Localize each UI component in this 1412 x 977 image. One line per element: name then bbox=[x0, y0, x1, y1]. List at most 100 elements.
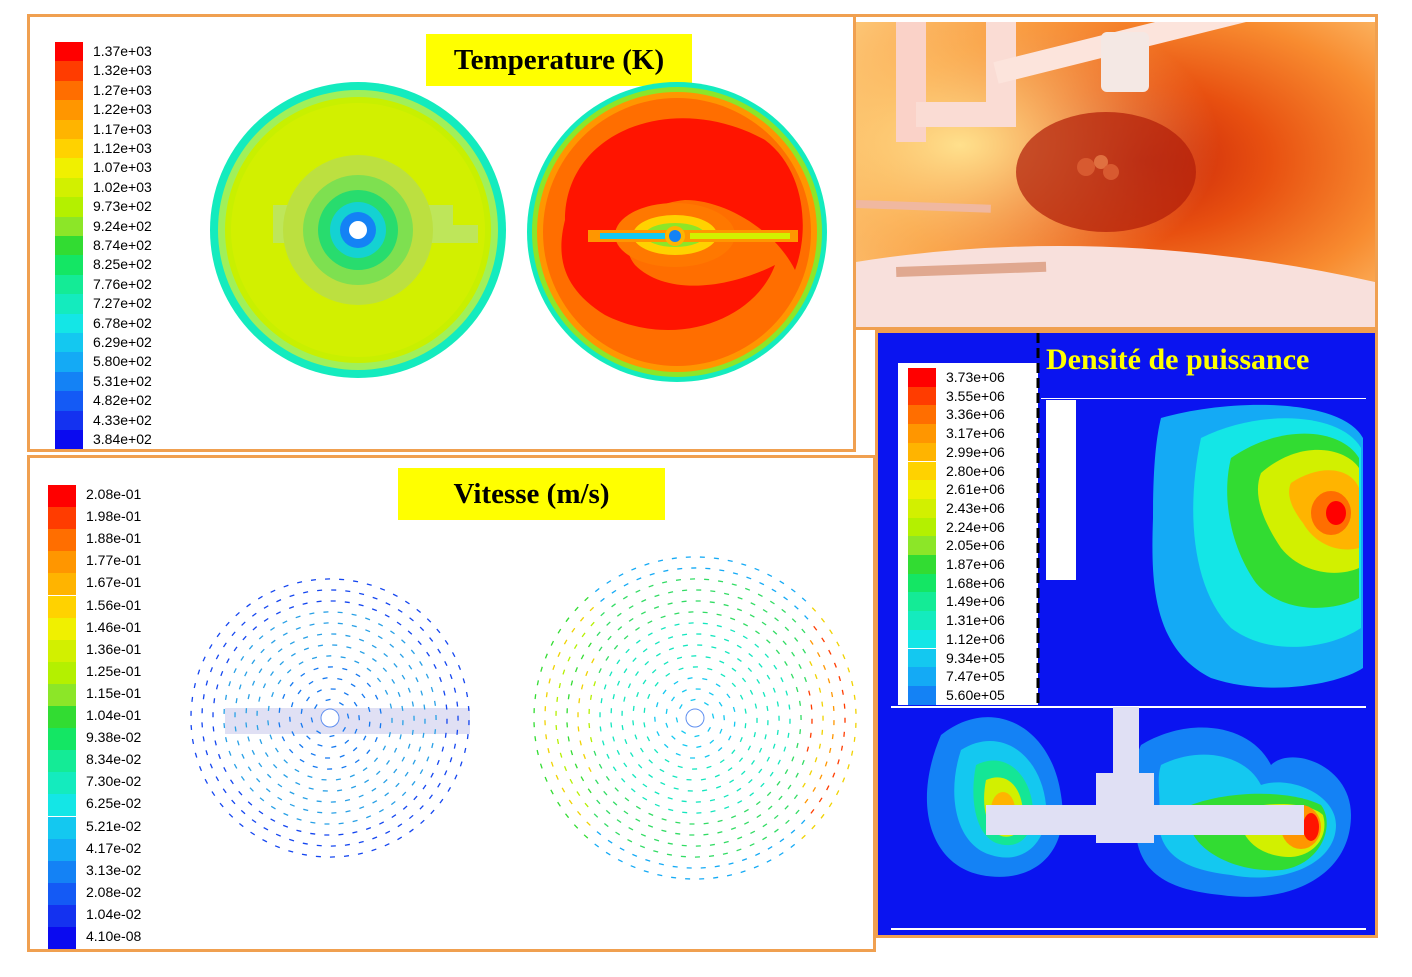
velocity-vector bbox=[366, 682, 372, 688]
velocity-vector bbox=[776, 701, 779, 707]
temperature-panel: 1.37e+03 1.32e+03 1.27e+03 1.22e+03 1.17e+03… bbox=[27, 14, 856, 452]
velocity-vector bbox=[223, 767, 227, 773]
velocity-vector bbox=[709, 601, 715, 604]
velocity-vector bbox=[216, 632, 221, 638]
velocity-vector bbox=[258, 762, 263, 768]
velocity-vector bbox=[247, 736, 250, 742]
velocity-vector bbox=[247, 694, 250, 700]
velocity-vector bbox=[357, 852, 363, 855]
velocity-vector bbox=[599, 726, 602, 732]
legend-label: 8.34e-02 bbox=[86, 751, 142, 768]
legend-label: 1.37e+03 bbox=[93, 43, 152, 59]
velocity-vector bbox=[419, 805, 424, 810]
velocity-vector bbox=[366, 667, 372, 672]
legend-swatch bbox=[908, 498, 936, 518]
velocity-vector bbox=[451, 652, 456, 658]
velocity-vector bbox=[784, 626, 790, 632]
velocity-vector bbox=[635, 818, 641, 822]
velocity-vector bbox=[569, 778, 574, 784]
velocity-vector bbox=[647, 693, 651, 699]
velocity-vector bbox=[767, 805, 773, 810]
velocity-vector bbox=[359, 650, 365, 655]
velocity-vector bbox=[656, 731, 660, 737]
velocity-vector bbox=[782, 640, 787, 646]
velocity-vector bbox=[737, 836, 743, 840]
velocity-vector bbox=[251, 749, 256, 755]
velocity-vector bbox=[423, 704, 426, 710]
legend-label: 1.67e-01 bbox=[86, 574, 142, 591]
velocity-vector bbox=[853, 736, 856, 742]
velocity-vector bbox=[785, 690, 789, 696]
velocity-vector bbox=[329, 734, 335, 738]
velocity-vector bbox=[371, 787, 377, 792]
velocity-vector bbox=[643, 870, 649, 873]
velocity-vector bbox=[833, 662, 837, 668]
velocity-vector bbox=[545, 734, 548, 740]
velocity-vector bbox=[282, 632, 288, 636]
velocity-vector bbox=[614, 787, 619, 792]
velocity-vector bbox=[352, 831, 358, 834]
velocity-vector bbox=[419, 769, 424, 775]
legend-swatch bbox=[908, 667, 936, 686]
velocity-vector bbox=[382, 745, 387, 751]
velocity-vector bbox=[635, 626, 640, 631]
velocity-vector bbox=[714, 774, 720, 778]
velocity-vector bbox=[272, 763, 278, 769]
velocity-vector bbox=[830, 691, 834, 698]
velocity-vector bbox=[571, 627, 576, 633]
velocity-vector bbox=[736, 644, 742, 649]
velocity-vector bbox=[222, 788, 227, 794]
legend-swatch bbox=[908, 461, 936, 481]
velocity-vector bbox=[749, 792, 755, 797]
velocity-vectors-right bbox=[533, 556, 857, 880]
legend-entry: 8.25e+02 bbox=[55, 255, 255, 275]
legend-label: 7.27e+02 bbox=[93, 295, 152, 312]
velocity-vector bbox=[772, 687, 776, 693]
velocity-vector bbox=[316, 689, 322, 693]
velocity-vector bbox=[821, 701, 824, 707]
velocity-vector bbox=[274, 747, 279, 753]
legend-label: 1.04e-01 bbox=[86, 707, 142, 723]
velocity-vector bbox=[365, 827, 372, 830]
legend-swatch bbox=[55, 216, 83, 236]
legend-label: 4.82e+02 bbox=[93, 392, 152, 409]
velocity-vector bbox=[317, 589, 323, 592]
velocity-vector bbox=[660, 615, 666, 619]
velocity-vector bbox=[736, 848, 742, 852]
velocity-vector bbox=[337, 678, 343, 681]
velocity-vector bbox=[194, 752, 198, 758]
velocity-vector bbox=[719, 728, 723, 734]
velocity-vector bbox=[769, 771, 774, 777]
velocity-vector bbox=[219, 802, 224, 808]
velocity-vector bbox=[809, 770, 813, 776]
velocity-vector bbox=[354, 759, 360, 764]
velocity-vector bbox=[593, 750, 597, 756]
velocity-vector bbox=[350, 785, 357, 789]
velocity-vector bbox=[247, 801, 253, 806]
velocity-vector bbox=[730, 827, 737, 830]
legend-label: 5.31e+02 bbox=[93, 372, 152, 389]
velocity-vector bbox=[606, 580, 612, 584]
velocity-vector bbox=[310, 832, 316, 835]
velocity-vector bbox=[795, 686, 799, 693]
velocity-vector bbox=[627, 683, 632, 689]
velocity-vector bbox=[258, 635, 264, 640]
velocity-vector bbox=[651, 669, 657, 674]
velocity-vector bbox=[799, 729, 802, 735]
velocity-vector bbox=[309, 623, 315, 626]
velocity-vector bbox=[548, 678, 551, 684]
velocity-vector bbox=[359, 592, 365, 596]
velocity-vector bbox=[262, 683, 267, 689]
velocity-vector bbox=[600, 698, 603, 704]
velocity-vector bbox=[215, 654, 220, 660]
velocity-vector bbox=[642, 796, 648, 801]
velocity-vector bbox=[567, 656, 571, 662]
velocity-vector bbox=[277, 783, 283, 788]
legend-label: 1.07e+03 bbox=[93, 159, 152, 176]
velocity-vector bbox=[621, 725, 624, 731]
legend-swatch bbox=[55, 100, 83, 120]
velocity-vector bbox=[736, 787, 742, 792]
velocity-vector bbox=[773, 664, 778, 670]
legend-label: 1.17e+03 bbox=[93, 120, 152, 137]
velocity-vector bbox=[459, 761, 463, 767]
